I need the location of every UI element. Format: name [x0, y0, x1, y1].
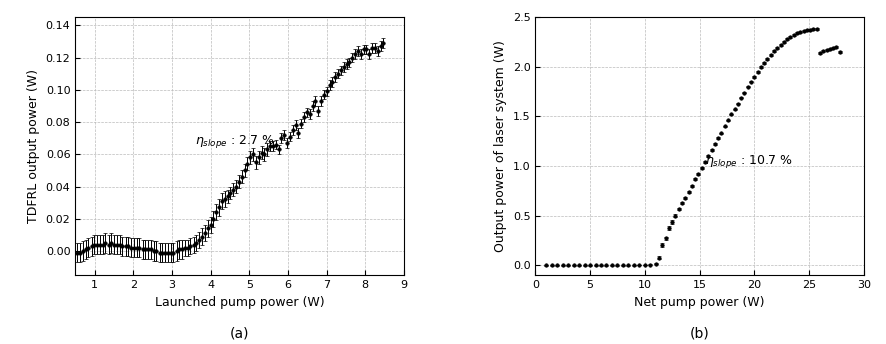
- Text: (a): (a): [229, 327, 249, 341]
- Text: $\eta_{slope}$ : 10.7 %: $\eta_{slope}$ : 10.7 %: [705, 153, 793, 170]
- Y-axis label: TDFRL output power (W): TDFRL output power (W): [27, 69, 40, 223]
- Text: (b): (b): [689, 327, 710, 341]
- Y-axis label: Output power of laser system (W): Output power of laser system (W): [494, 40, 507, 252]
- X-axis label: Launched pump power (W): Launched pump power (W): [155, 295, 324, 309]
- Text: $\eta_{slope}$ : 2.7 %: $\eta_{slope}$ : 2.7 %: [195, 133, 275, 150]
- X-axis label: Net pump power (W): Net pump power (W): [634, 295, 765, 309]
